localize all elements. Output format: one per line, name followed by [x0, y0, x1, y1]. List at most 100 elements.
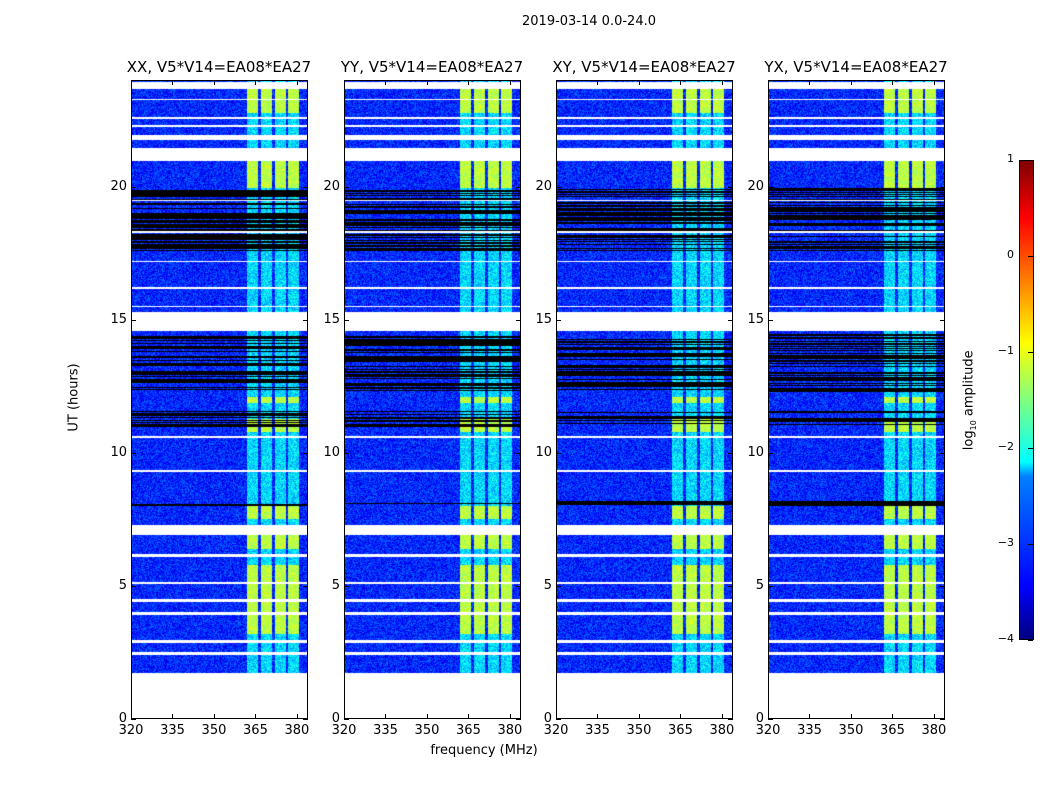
y-tick-label: 0 — [118, 711, 127, 726]
x-tick — [556, 714, 557, 719]
x-tick — [426, 80, 428, 85]
y-tick-label: 20 — [323, 178, 340, 194]
y-tick — [768, 186, 773, 188]
y-tick-label: 5 — [755, 577, 764, 593]
x-tick — [892, 714, 894, 719]
colorbar-tick — [1028, 544, 1033, 545]
x-tick — [296, 80, 298, 85]
panel-title: XX, V5*V14=EA08*EA27 — [126, 58, 312, 76]
colorbar-tick-label: −3 — [997, 536, 1014, 549]
x-tick — [385, 80, 387, 85]
x-tick-label: 320 — [543, 723, 569, 738]
x-tick-label: 335 — [160, 723, 185, 738]
x-tick — [131, 714, 132, 719]
y-tick-label: 0 — [755, 711, 764, 726]
panel-title: YY, V5*V14=EA08*EA27 — [340, 58, 524, 76]
colorbar-tick-label: −4 — [997, 632, 1014, 645]
colorbar-tick — [1028, 448, 1033, 449]
y-tick-label: 10 — [747, 444, 764, 460]
x-tick — [172, 714, 174, 719]
x-tick — [638, 714, 640, 719]
x-tick-label: 350 — [414, 723, 440, 738]
x-tick — [597, 714, 599, 719]
y-tick — [728, 186, 733, 188]
x-tick-label: 335 — [373, 723, 398, 738]
colorbar — [1019, 160, 1034, 640]
x-tick — [468, 80, 470, 85]
x-tick — [933, 714, 935, 719]
y-tick — [556, 585, 561, 587]
colorbar-label: log10 amplitude — [961, 350, 979, 451]
colorbar-tick-label: −1 — [997, 344, 1014, 357]
y-tick — [131, 719, 136, 720]
y-tick — [768, 319, 773, 321]
x-tick-label: 350 — [838, 723, 864, 738]
x-tick-label: 335 — [797, 723, 822, 738]
y-tick — [516, 186, 521, 188]
y-tick — [344, 319, 349, 321]
x-tick — [296, 714, 298, 719]
x-tick-label: 335 — [585, 723, 610, 738]
y-tick — [516, 719, 521, 720]
y-tick — [516, 452, 521, 454]
x-tick — [131, 80, 132, 85]
x-axis-label: frequency (MHz) — [430, 743, 538, 758]
colorbar-tick — [1028, 640, 1033, 641]
y-tick — [556, 719, 561, 720]
spectrogram-panel — [344, 80, 521, 719]
x-tick — [850, 80, 852, 85]
x-tick — [721, 80, 723, 85]
y-tick — [940, 452, 945, 454]
x-tick — [426, 714, 428, 719]
y-tick-label: 15 — [535, 311, 552, 327]
y-tick-label: 20 — [747, 178, 764, 194]
y-tick — [131, 585, 136, 587]
x-tick — [344, 80, 345, 85]
x-tick — [768, 714, 769, 719]
figure-title: 2019-03-14 0.0-24.0 — [522, 14, 656, 29]
x-tick-label: 365 — [243, 723, 268, 738]
x-tick — [809, 714, 811, 719]
x-tick — [680, 80, 682, 85]
spectrogram-panel — [768, 80, 945, 719]
x-tick — [213, 80, 215, 85]
y-tick — [303, 186, 308, 188]
y-tick — [728, 719, 733, 720]
panel-title: YX, V5*V14=EA08*EA27 — [764, 58, 948, 76]
x-tick-label: 350 — [201, 723, 227, 738]
y-tick — [940, 186, 945, 188]
x-tick — [344, 714, 345, 719]
y-axis-label: UT (hours) — [66, 363, 82, 432]
spectrogram-image — [557, 81, 732, 718]
x-tick — [638, 80, 640, 85]
colorbar-tick-label: 1 — [1007, 152, 1014, 165]
y-tick — [131, 186, 136, 188]
y-tick — [516, 319, 521, 321]
x-tick — [255, 80, 257, 85]
y-tick — [131, 319, 136, 321]
y-tick-label: 15 — [110, 311, 127, 327]
x-tick-label: 350 — [626, 723, 652, 738]
y-tick — [940, 585, 945, 587]
x-tick-label: 320 — [755, 723, 781, 738]
y-tick — [728, 319, 733, 321]
y-tick — [556, 319, 561, 321]
y-tick — [344, 186, 349, 188]
x-tick-label: 365 — [880, 723, 905, 738]
x-tick-label: 380 — [284, 723, 310, 738]
spectrogram-panel — [131, 80, 308, 719]
y-tick — [556, 186, 561, 188]
spectrogram-image — [345, 81, 520, 718]
x-tick — [597, 80, 599, 85]
y-tick — [131, 452, 136, 454]
x-tick-label: 380 — [497, 723, 523, 738]
x-tick — [556, 80, 557, 85]
y-tick — [303, 585, 308, 587]
y-tick-label: 20 — [535, 178, 552, 194]
y-tick-label: 10 — [535, 444, 552, 460]
x-tick — [509, 80, 511, 85]
y-tick — [728, 585, 733, 587]
x-tick — [809, 80, 811, 85]
colorbar-tick — [1028, 160, 1033, 161]
